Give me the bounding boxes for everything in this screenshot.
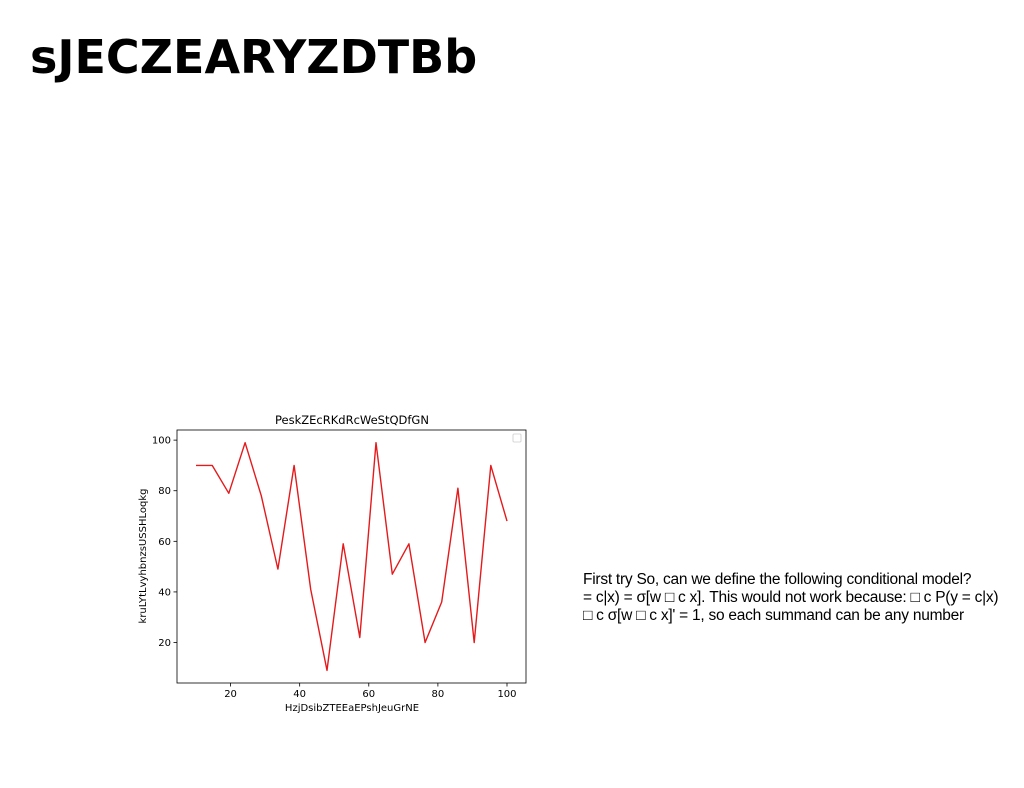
chart-y-axis-label: kruLYtLvyhbnzsUSSHLoqkg [138, 489, 149, 624]
chart-legend-box [512, 433, 522, 443]
chart-x-axis-label: HzjDsibZTEEaEPshJeuGrNE [285, 703, 419, 714]
y-tick-label: 40 [158, 587, 171, 598]
chart-series-line [196, 442, 508, 672]
x-tick-label: 60 [362, 689, 375, 700]
x-tick-label: 100 [497, 689, 516, 700]
y-tick-label: 100 [152, 436, 171, 447]
line-chart: PeskZEcRKdRcWeStQDfGN 20 40 60 80 100 20 40 60 8… [130, 405, 540, 720]
chart-title: PeskZEcRKdRcWeStQDfGN [275, 413, 429, 427]
slide-title: sJECZEARYZDTBb [30, 30, 478, 84]
x-tick-label: 40 [293, 689, 306, 700]
explanation-line-1: First try So, can we define the followin… [583, 571, 972, 588]
y-tick-label: 60 [158, 537, 171, 548]
x-tick-label: 20 [224, 689, 237, 700]
y-tick-label: 20 [158, 638, 171, 649]
explanation-text: First try So, can we define the followin… [583, 571, 1023, 625]
chart-plot-frame [176, 429, 527, 684]
explanation-line-2: = c|x) = σ[w □ c x]. This would not work… [583, 589, 999, 606]
y-tick-label: 80 [158, 486, 171, 497]
explanation-line-3: □ c σ[w □ c x]' = 1, so each summand can… [583, 607, 964, 624]
x-tick-label: 80 [432, 689, 445, 700]
chart-canvas: PeskZEcRKdRcWeStQDfGN 20 40 60 80 100 20 40 60 8… [138, 413, 527, 714]
